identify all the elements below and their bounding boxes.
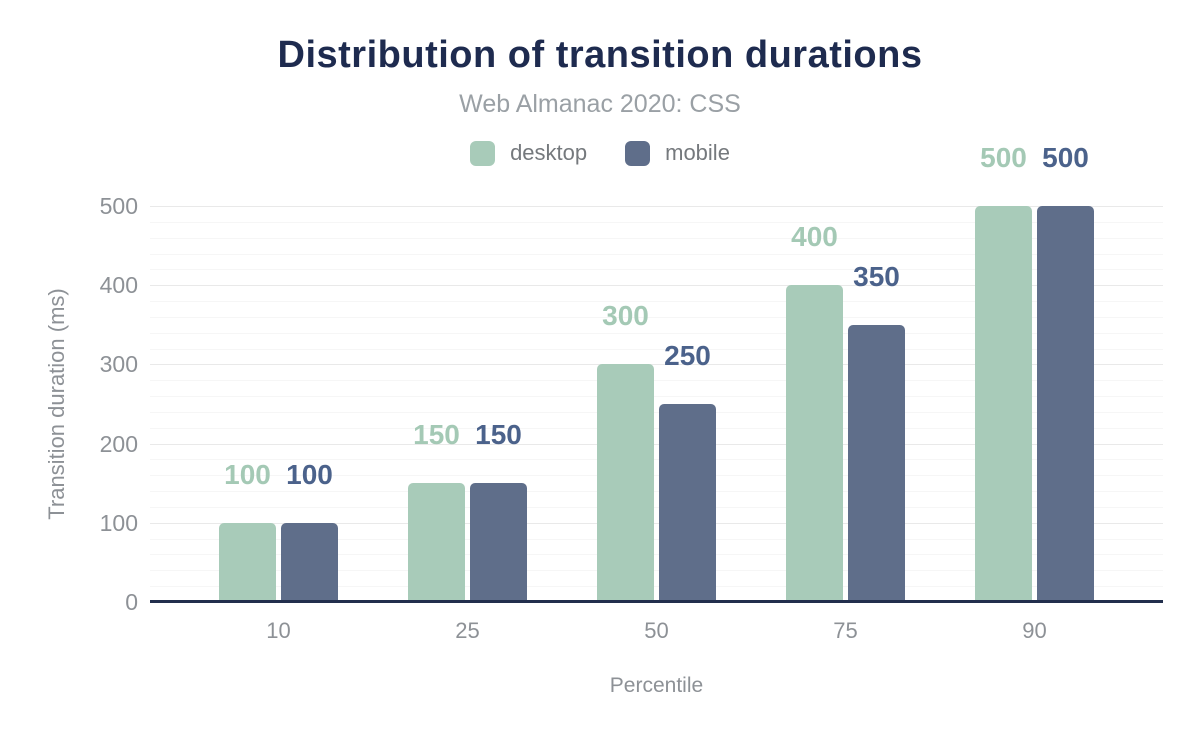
gridline-minor: [150, 269, 1163, 271]
gridline-minor: [150, 506, 1163, 508]
gridline-major: [150, 285, 1163, 287]
plot-area: Percentile 0 100 200 300 400 500 100 100 10 150 15…: [100, 143, 1163, 697]
gridline-minor: [150, 316, 1163, 318]
legend-label: mobile: [665, 140, 730, 165]
x-axis-title: Percentile: [609, 674, 704, 697]
bar-value-label: 250: [664, 340, 711, 371]
x-tick-label: 10: [266, 618, 291, 643]
bar-value-label: 150: [475, 419, 522, 451]
bar-value-label: 500: [1042, 142, 1089, 173]
bar-value-label: 150: [413, 419, 460, 451]
gridline-minor: [150, 237, 1163, 239]
gridline-minor: [150, 396, 1163, 398]
gridline-minor: [150, 332, 1163, 334]
y-tick-label: 500: [99, 193, 138, 219]
y-tick-label: 200: [99, 430, 138, 457]
legend-item-mobile: mobile: [625, 140, 730, 166]
legend: desktop mobile: [0, 140, 1200, 166]
y-tick-label: 400: [99, 272, 138, 299]
gridline-major: [150, 522, 1163, 524]
bar-mobile-p10: [281, 522, 338, 602]
bar-mobile-p25: [470, 483, 527, 602]
x-tick-label: 75: [833, 618, 858, 643]
bar-desktop-p90: [975, 206, 1032, 602]
y-tick-label: 300: [99, 351, 138, 378]
gridline-minor: [150, 554, 1163, 556]
gridline-major: [150, 206, 1163, 207]
gridline-minor: [150, 253, 1163, 255]
gridline-minor: [150, 301, 1163, 303]
bar-value-label: 400: [791, 221, 838, 253]
legend-swatch-icon: [470, 140, 496, 166]
bar-value-label: 300: [602, 300, 649, 332]
gridline-minor: [150, 475, 1163, 477]
chart-subtitle: Web Almanac 2020: CSS: [459, 90, 741, 118]
x-tick-label: 25: [455, 618, 480, 643]
x-tick-label: 90: [1022, 618, 1047, 643]
gridline-minor: [150, 570, 1163, 572]
legend-label: desktop: [510, 140, 588, 165]
bar-desktop-p10: [219, 522, 276, 602]
bar-mobile-p50: [659, 404, 716, 602]
legend-item-desktop: desktop: [470, 140, 587, 166]
gridline-minor: [150, 348, 1163, 350]
bar-mobile-p90: [1037, 206, 1094, 602]
y-axis-title: Transition duration (ms): [44, 288, 69, 520]
bar-desktop-p50: [597, 364, 654, 602]
bar-desktop-p25: [408, 483, 465, 602]
gridline-minor: [150, 411, 1163, 413]
gridline-minor: [150, 380, 1163, 382]
gridline-major: [150, 443, 1163, 445]
bar-value-label: 100: [224, 458, 271, 490]
gridline-major: [150, 364, 1163, 366]
gridline-minor: [150, 221, 1163, 223]
x-tick-label: 50: [644, 618, 669, 643]
bar-desktop-p75: [786, 285, 843, 602]
bar-value-label: 350: [853, 260, 900, 292]
bar-mobile-p75: [848, 324, 905, 602]
bar-value-label: 500: [980, 142, 1027, 173]
gridline-minor: [150, 538, 1163, 540]
legend-swatch-icon: [625, 140, 651, 166]
gridline-minor: [150, 459, 1163, 461]
y-tick-label: 100: [99, 509, 138, 536]
y-tick-label: 0: [125, 589, 138, 615]
gridline-minor: [150, 427, 1163, 429]
bar-value-label: 100: [286, 458, 333, 490]
chart-title: Distribution of transition durations: [277, 34, 923, 76]
gridline-minor: [150, 586, 1163, 588]
gridline-minor: [150, 491, 1163, 493]
x-axis-line: [150, 600, 1163, 603]
